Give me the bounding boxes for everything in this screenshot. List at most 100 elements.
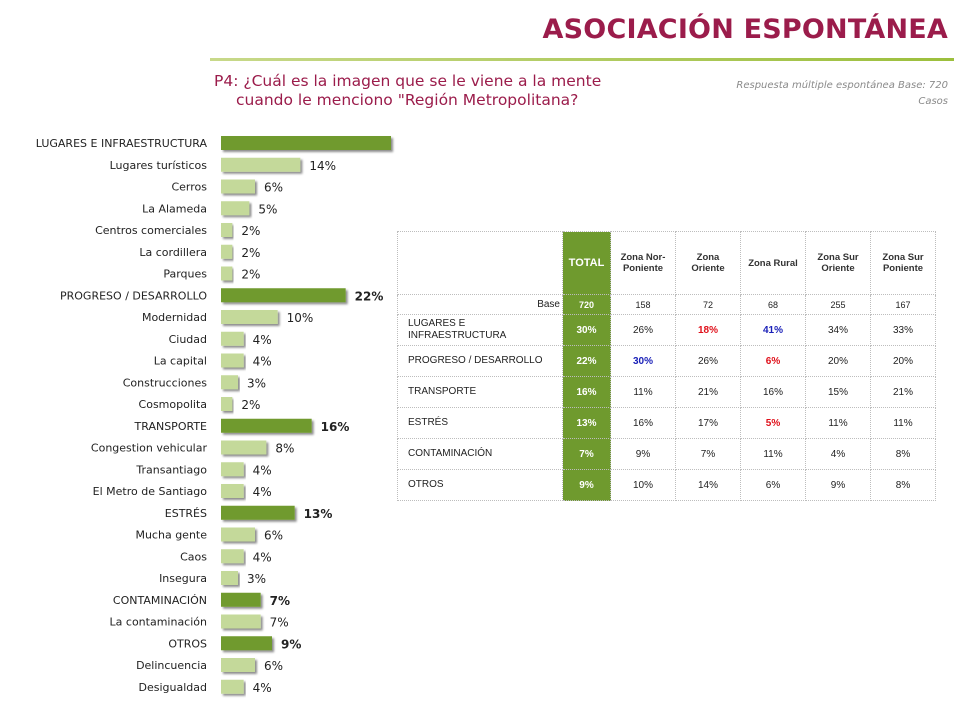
data-label: 22% [355,289,384,303]
table-cell: 11% [870,407,936,439]
data-label: 2% [241,268,260,282]
category-label: LUGARES E INFRAESTRUCTURA [36,137,208,150]
table-cell: 22% [562,345,611,377]
table-cell: 10% [610,469,676,501]
table-cell: 72 [675,294,741,315]
table-header-zone: Zona Sur Oriente [805,231,871,295]
table-cell: 9% [610,438,676,470]
table-row-label: Base [397,294,563,315]
data-label: 4% [253,550,272,564]
sub-category-bar [221,266,233,281]
data-label: 7% [270,594,290,608]
data-label: 4% [253,463,272,477]
table-cell: 26% [610,314,676,346]
table-cell: 20% [805,345,871,377]
table-row-label: ESTRÉS [397,407,563,439]
table-row-label: OTROS [397,469,563,501]
table-cell: 68 [740,294,806,315]
table-cell: 6% [740,469,806,501]
category-label: Ciudad [169,333,207,346]
table-cell: 7% [675,438,741,470]
data-label: 4% [253,355,272,369]
question-line-2: cuando le menciono "Región Metropolitana… [236,91,579,109]
sub-category-bar [221,397,233,411]
table-cell: 16% [610,407,676,439]
table-header-zone: Zona Nor-Poniente [610,231,676,295]
table-row-label: LUGARES E INFRAESTRUCTURA [397,314,563,346]
data-label: 13% [304,507,333,521]
table-base-row: Base 720 158 72 68 255 167 [397,294,936,315]
category-label: El Metro de Santiago [93,485,208,498]
sub-category-bar [221,527,255,542]
table-row: ESTRÉS 13% 16% 17% 5% 11% 11% [397,407,936,439]
main-category-bar [221,288,346,303]
table-cell: 17% [675,407,741,439]
category-label: Centros comerciales [95,224,207,237]
sub-category-bar [221,157,301,172]
data-label: 6% [264,181,283,195]
sub-category-bar [221,484,244,498]
table-cell: 11% [740,438,806,470]
table-corner [397,231,563,295]
table-header-zone: Zona Rural [740,231,806,295]
sub-category-bar [221,310,278,324]
table-cell: 255 [805,294,871,315]
data-label: 10% [287,311,314,325]
category-label: Transantiago [135,463,207,476]
category-label: Insegura [159,572,207,585]
question-text: P4: ¿Cuál es la imagen que se le viene a… [214,72,654,110]
table-cell: 9% [805,469,871,501]
category-label: La cordillera [139,246,207,259]
sub-category-bar [221,440,267,455]
table-row: TRANSPORTE 16% 11% 21% 16% 15% 21% [397,376,936,408]
data-label: 5% [258,202,277,216]
sub-category-bar [221,375,238,390]
table-cell: 15% [805,376,871,408]
table-cell: 34% [805,314,871,346]
table-row: OTROS 9% 10% 14% 6% 9% 8% [397,469,936,501]
table-cell: 26% [675,345,741,377]
table-cell: 20% [870,345,936,377]
data-label: 14% [309,159,336,173]
sub-category-bar [221,571,238,585]
data-label: 8% [275,442,294,456]
table-header-row: TOTAL Zona Nor-Poniente Zona Oriente Zon… [397,231,936,295]
table-cell: 720 [562,294,611,315]
category-label: TRANSPORTE [134,420,208,433]
data-label: 16% [321,420,350,434]
category-label: La contaminación [110,616,207,629]
table-cell: 30% [610,345,676,377]
sub-category-bar [221,179,255,194]
category-label: Mucha gente [135,529,207,542]
table-header-zone: Zona Oriente [675,231,741,295]
sub-category-bar [221,549,244,564]
table-cell: 158 [610,294,676,315]
sub-category-bar [221,679,244,694]
title-divider [210,58,954,61]
category-label: Congestion vehicular [91,442,208,455]
category-label: OTROS [168,637,207,650]
table-cell: 7% [562,438,611,470]
table-cell: 6% [740,345,806,377]
table-cell: 167 [870,294,936,315]
data-label: 2% [241,246,260,260]
category-label: Caos [180,550,207,563]
table-header-total: TOTAL [562,231,611,295]
table-cell: 11% [805,407,871,439]
data-label: 4% [253,485,272,499]
main-category-bar [221,636,272,651]
data-label: 7% [270,616,289,630]
category-label: La capital [154,355,207,368]
page-title: ASOCIACIÓN ESPONTÁNEA [542,14,948,45]
table-cell: 33% [870,314,936,346]
data-label: 2% [241,224,260,238]
table-cell: 30% [562,314,611,346]
table-cell: 9% [562,469,611,501]
data-label: 6% [264,529,283,543]
category-label: CONTAMINACIÓN [113,594,207,607]
category-label: Parques [163,268,207,281]
main-category-bar [221,136,391,150]
sub-category-bar [221,353,244,368]
data-label: 9% [281,637,301,651]
table-cell: 14% [675,469,741,501]
